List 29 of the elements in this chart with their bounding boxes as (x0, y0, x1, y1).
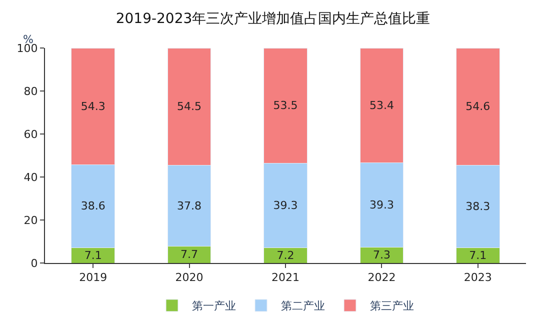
chart-title: 2019-2023年三次产业增加值占国内生产总值比重 (116, 11, 430, 28)
data-label: 54.5 (177, 100, 202, 114)
y-tick-label: 60 (24, 128, 38, 141)
x-tick-label: 2022 (368, 271, 396, 284)
data-label: 7.2 (276, 248, 294, 262)
data-label: 39.3 (273, 198, 298, 212)
data-label: 38.3 (466, 200, 490, 214)
data-label: 54.3 (80, 100, 106, 113)
data-label: 54.6 (466, 100, 490, 114)
data-label: 37.8 (177, 199, 202, 212)
legend-label: 第一产业 (192, 300, 236, 313)
data-label: 7.1 (469, 248, 487, 262)
x-tick-label: 2020 (175, 271, 204, 284)
legend-label: 第三产业 (370, 300, 414, 313)
data-label: 53.4 (369, 98, 394, 112)
data-label: 7.3 (372, 248, 390, 262)
data-label: 53.5 (273, 99, 298, 112)
y-tick-label: 0 (30, 256, 38, 270)
data-label: 7.1 (84, 248, 102, 262)
x-tick-label: 2021 (272, 271, 300, 284)
y-tick-label: 80 (24, 84, 38, 98)
y-tick-label: 40 (24, 170, 38, 184)
data-label: 39.3 (369, 198, 394, 212)
x-tick-label: 2019 (79, 271, 108, 284)
x-tick-label: 2023 (464, 271, 492, 284)
legend-label: 第二产业 (281, 300, 325, 313)
data-label: 38.6 (80, 200, 106, 213)
data-label: 7.7 (180, 248, 198, 262)
y-tick-label: 20 (24, 214, 38, 227)
